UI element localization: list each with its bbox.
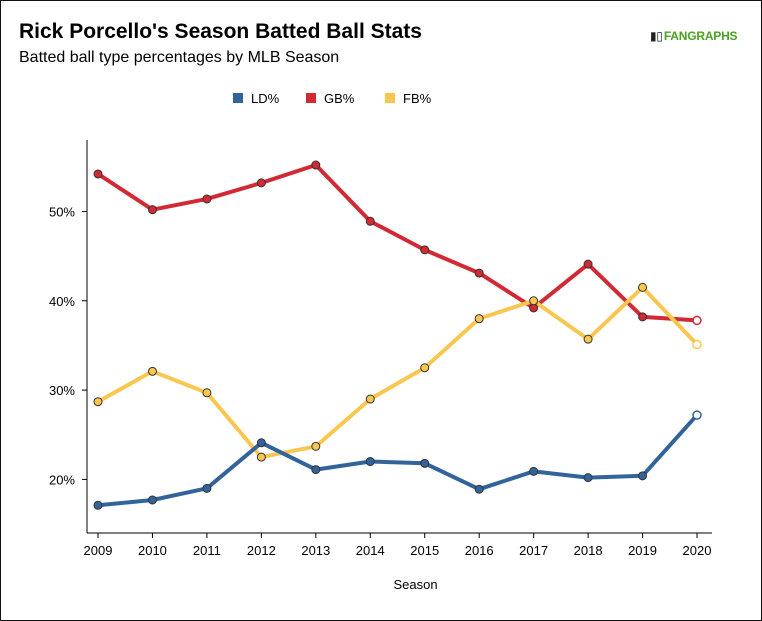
x-axis-title: Season [393,577,437,592]
data-point [529,466,539,476]
chart-title: Rick Porcello's Season Batted Ball Stats [19,20,422,43]
y-tick-label: 30% [49,383,75,398]
data-point [256,438,266,448]
data-point [692,410,702,420]
data-point [420,458,430,468]
data-point [420,245,430,255]
data-point [583,334,593,344]
data-point [365,394,375,404]
data-point [147,495,157,505]
data-point [202,194,212,204]
series-line-gb [96,163,699,323]
y-tick-label: 20% [49,472,75,487]
data-point [583,473,593,483]
y-tick-label: 50% [49,204,75,219]
data-point [311,160,321,170]
data-point [474,314,484,324]
data-point [692,339,702,350]
x-tick-label: 2015 [410,543,439,558]
data-point [420,363,430,373]
data-point [474,268,484,278]
fangraphs-logo: ▮▯FANGRAPHS [650,29,738,43]
legend-swatch [306,93,316,103]
data-point [529,296,539,306]
x-tick-label: 2009 [84,543,113,558]
x-tick-label: 2014 [356,543,385,558]
x-tick-label: 2020 [683,543,712,558]
legend-swatch [233,93,243,103]
legend-swatch [385,93,395,103]
data-point [93,500,103,510]
x-tick-label: 2018 [574,543,603,558]
series-line-ld [96,413,699,508]
data-point [638,471,648,481]
fangraphs-logo-icon: ▮▯ [650,29,663,43]
legend-label: LD% [251,91,280,106]
data-point [311,465,321,475]
x-tick-label: 2011 [193,543,221,558]
legend-label: FB% [403,91,432,106]
data-point [365,457,375,467]
data-point [638,282,648,292]
data-point [147,366,157,376]
data-point [474,484,484,494]
x-tick-label: 2010 [138,543,167,558]
data-point [692,315,702,326]
data-point [256,178,266,188]
series-line-fb [96,285,699,460]
data-point [638,312,648,322]
data-point [147,205,157,215]
y-tick-label: 40% [49,294,75,309]
data-point [311,441,321,451]
x-tick-label: 2013 [301,543,330,558]
data-point [93,169,103,179]
data-point [365,216,375,226]
x-tick-label: 2017 [519,543,548,558]
data-point [93,397,103,407]
legend-label: GB% [324,91,355,106]
x-tick-label: 2012 [247,543,276,558]
x-tick-label: 2016 [465,543,494,558]
data-point [583,259,593,269]
data-point [256,452,266,462]
x-tick-label: 2019 [628,543,657,558]
fangraphs-logo-text: FANGRAPHS [663,29,738,43]
chart-subtitle: Batted ball type percentages by MLB Seas… [19,49,340,66]
data-point [202,388,212,398]
data-point [202,483,212,493]
